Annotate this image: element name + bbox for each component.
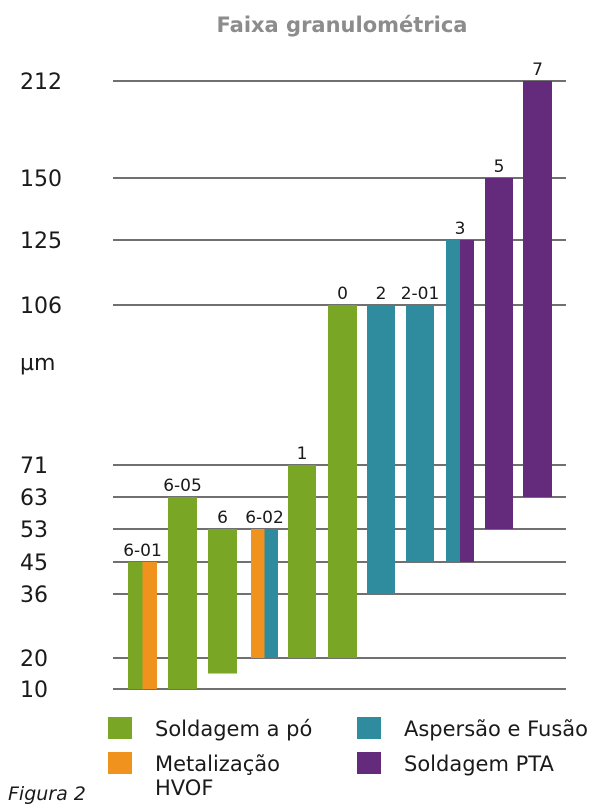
y-tick-106: 106 [20, 294, 62, 319]
y-tick-53: 53 [20, 518, 48, 543]
bar-label-6-01: 6-01 [123, 541, 162, 561]
y-tick-45: 45 [20, 551, 48, 576]
y-tick-36: 36 [20, 583, 48, 608]
legend-swatch-soldagem-pta [357, 752, 381, 774]
legend-label-soldagem-a-po: Soldagem a pó [155, 717, 312, 741]
legend-label-soldagem-pta: Soldagem PTA [404, 752, 554, 776]
bar-label-0: 0 [337, 284, 348, 304]
y-tick-20: 20 [20, 647, 48, 672]
legend-label-aspersao-e-fusao: Aspersão e Fusão [404, 717, 588, 741]
y-tick-150: 150 [20, 167, 62, 192]
range-bars [128, 81, 552, 689]
bar-label-5: 5 [494, 157, 505, 177]
y-tick-212: 212 [20, 70, 62, 95]
legend-swatch-metalizacao-hvof [108, 752, 132, 774]
legend-swatch-aspersao-e-fusao [357, 717, 381, 739]
bar-2-aspersao-e-fusao [367, 305, 395, 594]
bar-labels: 6-01 6-05 6 6-02 1 0 2 2-01 3 5 7 [123, 60, 543, 561]
bar-6-05-soldagem-a-po [168, 497, 197, 689]
bar-7-soldagem-pta [523, 81, 552, 497]
chart-title: Faixa granulométrica [217, 13, 468, 37]
y-tick-labels: 10 20 36 45 53 63 71 106 125 150 212 [20, 70, 62, 703]
bar-label-1: 1 [297, 444, 308, 464]
figure-caption: Figura 2 [8, 783, 86, 805]
legend-label-metalizacao-hvof: Metalização HVOF [155, 752, 280, 800]
bar-6-soldagem-a-po [208, 529, 237, 674]
bar-label-6-02: 6-02 [245, 508, 284, 528]
bar-3-aspersao-e-fusao [446, 240, 460, 562]
bar-label-2-01: 2-01 [401, 284, 440, 304]
y-tick-71: 71 [20, 454, 48, 479]
bar-3-soldagem-pta [460, 240, 474, 562]
y-tick-125: 125 [20, 229, 62, 254]
unit-label: µm [20, 351, 55, 376]
bar-label-7: 7 [532, 60, 543, 80]
y-tick-10: 10 [20, 678, 48, 703]
y-tick-63: 63 [20, 486, 48, 511]
bar-6-02-metalizacao-hvof [251, 529, 265, 658]
bar-6-01-soldagem-a-po [128, 562, 143, 689]
bar-label-3: 3 [455, 219, 466, 239]
bar-label-6: 6 [217, 508, 228, 528]
legend-swatch-soldagem-a-po [108, 717, 132, 739]
bar-label-6-05: 6-05 [163, 476, 202, 496]
bar-0-soldagem-a-po [328, 305, 357, 658]
bar-6-02-aspersao-e-fusao [264, 529, 278, 658]
bar-2-01-aspersao-e-fusao [406, 305, 434, 562]
bar-label-2: 2 [376, 284, 387, 304]
bar-1-soldagem-a-po [288, 465, 316, 658]
bar-6-01-metalizacao-hvof [142, 562, 157, 689]
legend: Soldagem a pó Metalização HVOF Aspersão e F… [108, 717, 588, 800]
bar-5-soldagem-pta [485, 178, 513, 529]
